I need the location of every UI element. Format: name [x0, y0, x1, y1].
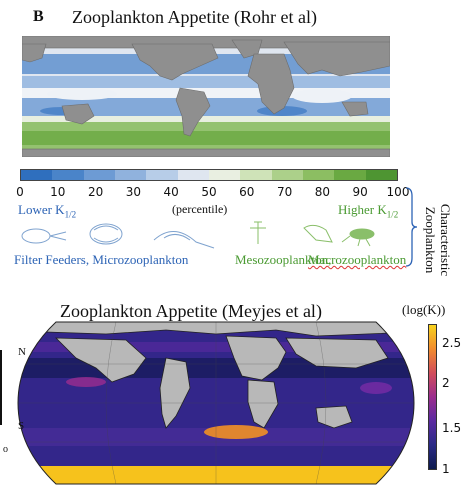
colorbar-segment: [177, 170, 209, 180]
high-k-patch: [204, 425, 268, 439]
left-dot: o: [3, 444, 8, 455]
colorbar-tick-label: 90: [352, 185, 368, 199]
colorbar-segment: [208, 170, 241, 180]
colorbar-segment: [365, 170, 397, 180]
meso-macro-icons: [250, 221, 375, 247]
colorbar-tick-label: 70: [276, 185, 293, 199]
bottom-world-map: [17, 321, 415, 485]
top-world-map: [22, 36, 390, 157]
colorbar-segment: [334, 170, 366, 180]
colorbar-segment: [271, 170, 303, 180]
vtick-1: 1: [442, 462, 450, 476]
bottom-map-title: Zooplankton Appetite (Meyjes et al): [60, 301, 322, 321]
lower-k-label: Lower K1/2: [18, 202, 77, 220]
colorbar-segment: [83, 170, 115, 180]
left-edge-line: [0, 350, 2, 425]
larvacean-icon: [153, 231, 215, 249]
colorbar-segment: [21, 170, 53, 180]
panel-letter: B: [33, 8, 44, 25]
colorbar-tick-label: 50: [201, 185, 217, 199]
colorbar-segment: [52, 170, 84, 180]
vtick-1-5: 1.5: [442, 421, 462, 435]
colorbar-tick-label: 10: [50, 185, 66, 199]
filter-feeders-label: Filter Feeders, Microzooplankton: [14, 252, 189, 267]
vtick-2-5: 2.5: [442, 336, 462, 350]
macrozooplankton-label: Macrozooplankton: [308, 252, 407, 267]
top-colorbar: [20, 169, 398, 181]
colorbar-segment: [114, 170, 147, 180]
bracket-icon: [405, 187, 418, 267]
colorbar-tick-label: 100: [386, 185, 410, 199]
higher-k-label: Higher K1/2: [338, 202, 399, 220]
salp-icon: [89, 223, 123, 245]
colorbar-tick-label: 20: [87, 185, 104, 199]
colorbar-segment: [146, 170, 178, 180]
mesozooplankton-label: Mesozooplankton,: [235, 252, 332, 267]
top-map-land: [22, 36, 390, 157]
south-label: S: [18, 420, 25, 432]
krill-icon: [303, 224, 333, 243]
colorbar-tick-label: 30: [125, 185, 142, 199]
colorbar-segment: [302, 170, 335, 180]
filter-feeder-icons: [21, 223, 215, 249]
characteristic-zooplankton-label: Characteristic Zooplankton: [423, 203, 453, 277]
log-k-unit-label: (log(K)): [402, 302, 446, 317]
colorbar-tick-label: 80: [314, 185, 331, 199]
north-label: N: [18, 346, 26, 358]
mesozooplankton-icon: [250, 221, 266, 244]
percentile-label: (percentile): [172, 202, 228, 216]
copepod-icon: [21, 228, 51, 244]
bottom-colorbar: [428, 324, 437, 470]
colorbar-tick-label: 40: [163, 185, 179, 199]
colorbar-tick-label: 60: [239, 185, 255, 199]
top-map-title: Zooplankton Appetite (Rohr et al): [72, 7, 317, 27]
vtick-2: 2: [442, 376, 450, 390]
zooplankton-illustrations: [21, 221, 375, 249]
colorbar-tick-label: 0: [16, 185, 24, 199]
colorbar-segment: [240, 170, 272, 180]
